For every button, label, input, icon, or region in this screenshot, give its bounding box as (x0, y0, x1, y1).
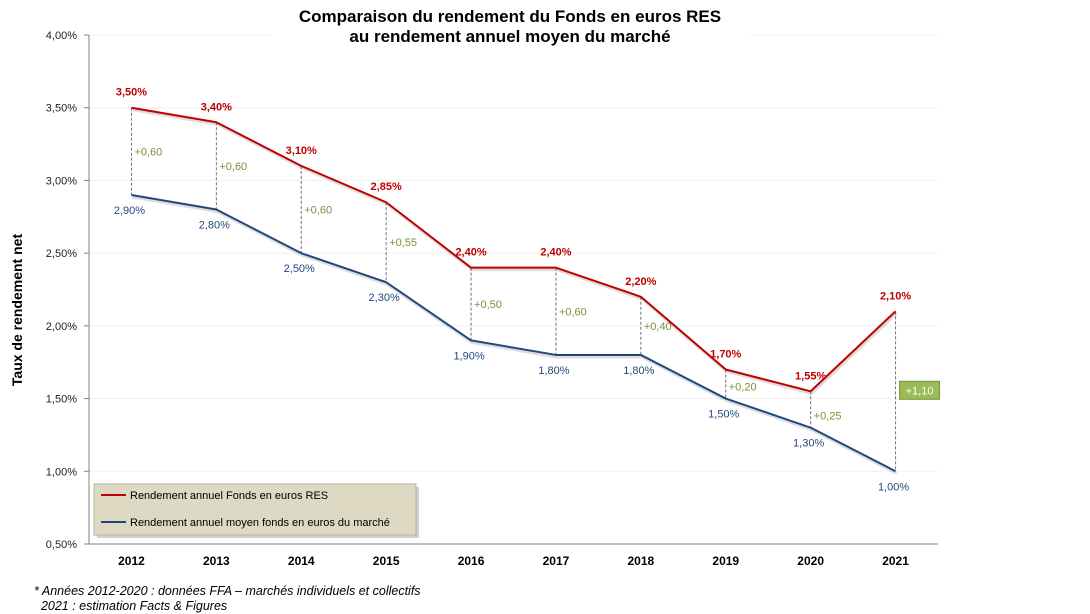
x-tick-labels: 2012 2013 2014 2015 2016 2017 2018 2019 2020 2021 (118, 554, 909, 568)
data-label-res: 2,20% (625, 276, 656, 288)
x-tick-label: 2016 (458, 554, 485, 568)
data-label-market: 1,80% (623, 365, 654, 377)
data-label-market: 1,50% (708, 409, 739, 421)
series-shadow (132, 195, 898, 475)
legend-box (93, 483, 417, 536)
difference-label: +0,60 (559, 306, 587, 318)
difference-label: +0,50 (474, 299, 502, 311)
x-tick-label: 2019 (712, 554, 739, 568)
data-label-res: 2,10% (880, 290, 911, 302)
data-label-res: 1,70% (710, 348, 741, 360)
title-background (270, 4, 750, 46)
data-label-market: 1,00% (878, 481, 909, 493)
footnote-line-2: 2021 : estimation Facts & Figures (34, 599, 228, 613)
legend-label-res: Rendement annuel Fonds en euros RES (130, 490, 328, 502)
series-line-market (131, 193, 897, 473)
legend: Rendement annuel Fonds en euros RES Rend… (93, 483, 419, 538)
y-tick-labels: 0,50% 1,00% 1,50% 2,00% 2,50% 3,00% 3,50% 4,00% (46, 30, 89, 551)
difference-markers: +0,60 +0,60 +0,60 +0,55 +0,50 +0,60 +0,40 +0,20… (130, 107, 941, 472)
difference-label: +0,20 (729, 382, 757, 394)
legend-label-market: Rendement annuel moyen fonds en euros du… (130, 517, 390, 529)
difference-label-box (899, 380, 941, 400)
x-tick-label: 2015 (373, 554, 400, 568)
difference-label: +1,10 (906, 385, 934, 397)
x-tick-label: 2021 (882, 554, 909, 568)
data-label-market: 1,80% (538, 365, 569, 377)
difference-label: +0,60 (219, 161, 247, 173)
y-tick-label: 1,50% (46, 394, 77, 406)
footnote-line-1: * Années 2012-2020 : données FFA – march… (34, 584, 421, 598)
data-label-market: 2,30% (369, 292, 400, 304)
chart-title-line-2: au rendement annuel moyen du marché (349, 27, 670, 46)
y-tick-label: 3,50% (46, 103, 77, 115)
x-tick-label: 2017 (543, 554, 570, 568)
y-tick-label: 2,50% (46, 248, 77, 260)
difference-label: +0,55 (389, 237, 417, 249)
y-axis-label: Taux de rendement net (9, 234, 25, 387)
grid-lines (89, 34, 938, 472)
x-tick-label: 2020 (797, 554, 824, 568)
data-label-res: 3,40% (201, 101, 232, 113)
data-label-res: 3,10% (286, 145, 317, 157)
x-tick-label: 2014 (288, 554, 315, 568)
data-label-res: 2,40% (540, 247, 571, 259)
y-tick-label: 2,00% (46, 321, 77, 333)
data-label-market: 1,30% (793, 438, 824, 450)
difference-label: +0,60 (304, 205, 332, 217)
data-label-res: 3,50% (116, 87, 147, 99)
series-line-res (131, 106, 897, 393)
data-label-res: 2,85% (371, 181, 402, 193)
x-tick-label: 2013 (203, 554, 230, 568)
data-label-market: 2,80% (199, 220, 230, 232)
axes (88, 35, 938, 545)
y-tick-label: 4,00% (46, 30, 77, 42)
data-label-market: 2,90% (114, 205, 145, 217)
difference-label: +0,25 (814, 411, 842, 423)
series-lines (131, 106, 898, 475)
y-tick-label: 0,50% (46, 539, 77, 551)
footnote: * Années 2012-2020 : données FFA – march… (34, 584, 421, 614)
chart-title-line-1: Comparaison du rendement du Fonds en eur… (299, 7, 721, 26)
difference-label: +0,40 (644, 321, 672, 333)
data-label-market: 1,90% (453, 350, 484, 362)
y-tick-label: 3,00% (46, 175, 77, 187)
y-tick-label: 1,00% (46, 466, 77, 478)
data-labels: 3,50% 3,40% 3,10% 2,85% 2,40% 2,40% 2,20% 1,70%… (114, 87, 912, 494)
data-label-market: 2,50% (284, 263, 315, 275)
data-label-res: 1,55% (795, 370, 826, 382)
x-tick-label: 2012 (118, 554, 145, 568)
x-tick-label: 2018 (627, 554, 654, 568)
series-shadow (132, 108, 898, 395)
data-label-res: 2,40% (455, 247, 486, 259)
difference-label: +0,60 (134, 146, 162, 158)
